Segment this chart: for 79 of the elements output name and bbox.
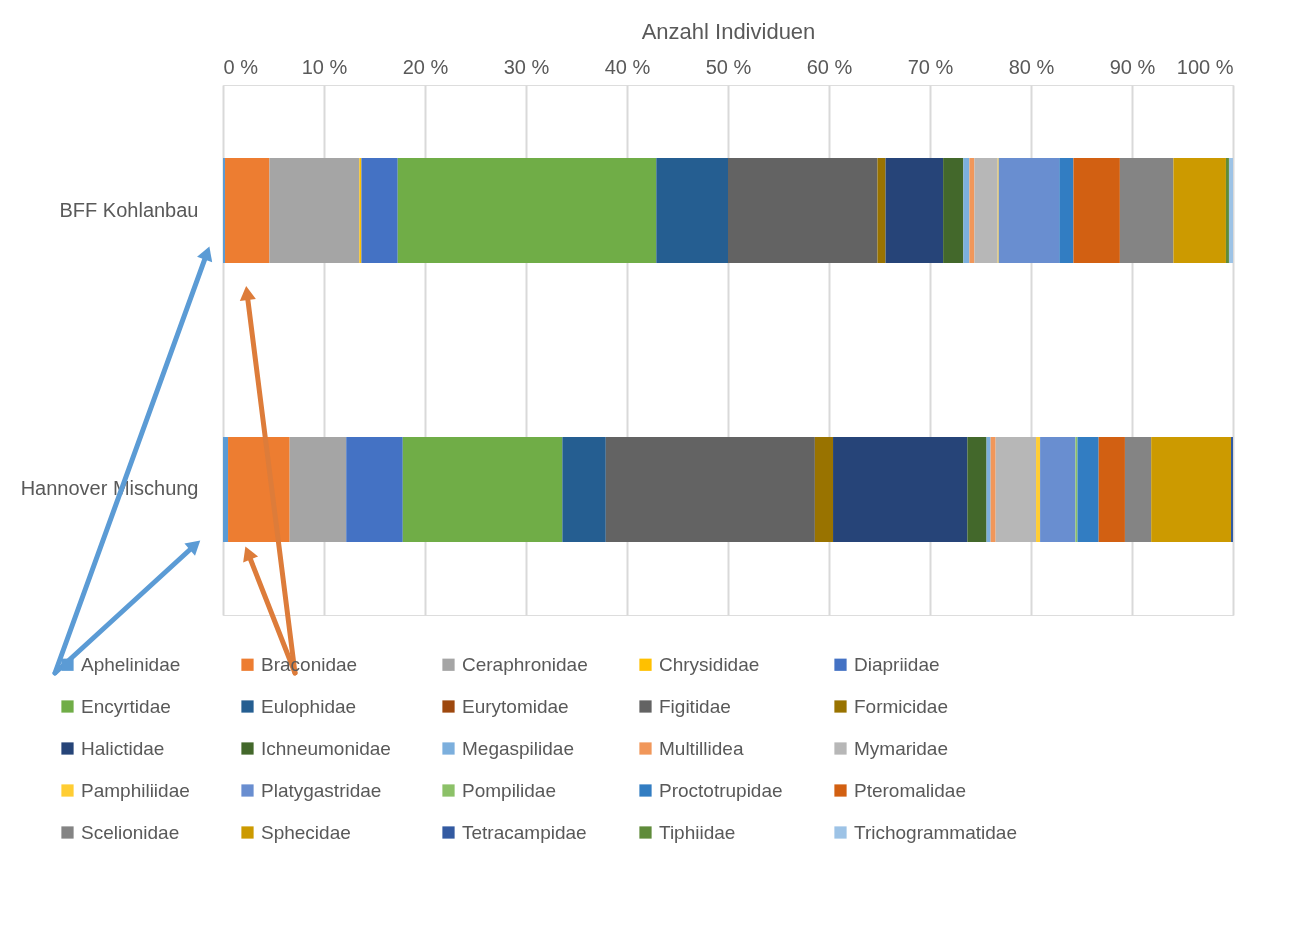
legend-label: Trichogrammatidae [854,821,1017,843]
bar [814,436,834,542]
bar [562,436,606,542]
bar [1119,158,1174,264]
bar [1059,158,1074,264]
bar [995,436,1037,542]
legend-label: Multillidea [659,737,744,759]
x-tick-label: 50 % [705,55,752,78]
legend-label: Diapriidae [854,653,940,675]
bar [969,158,975,264]
y-tick-label: BFF Kohlanbau [59,198,199,221]
legend-label: Tiphiidae [659,821,736,843]
x-tick-label: 40 % [604,55,651,78]
legend-label: Tetracampidae [462,821,587,843]
bar [1075,436,1078,542]
bar [1225,158,1229,264]
bar [361,158,398,264]
legend-label: Encyrtidae [81,695,171,717]
bar [289,436,347,542]
bar [228,436,290,542]
bar [605,436,815,542]
legend-label: Pteromalidae [854,779,966,801]
bar [656,158,728,264]
legend-label: Mymaridae [854,737,948,759]
legend-label: Ceraphronidae [462,653,588,675]
legend-label: Megaspilidae [462,737,574,759]
bar [1077,436,1099,542]
bar [1040,436,1076,542]
legend-label: Formicidae [854,695,948,717]
x-tick-label: 80 % [1008,55,1055,78]
x-tick-label: 70 % [907,55,954,78]
x-tick-label: 60 % [806,55,853,78]
bar [402,436,563,542]
legend-label: Figitidae [659,695,731,717]
bar [1230,436,1233,542]
bar [728,158,878,264]
legend-label: Pamphiliidae [81,779,190,801]
bar [986,436,991,542]
legend-label: Eurytomidae [462,695,569,717]
bar [397,158,657,264]
bar [225,158,270,264]
bar [833,436,968,542]
legend-label: Proctotrupidae [659,779,783,801]
legend-label: Pompilidae [462,779,556,801]
bar [990,436,996,542]
bar [1073,158,1120,264]
x-tick-label: 30 % [503,55,550,78]
bar [1098,436,1125,542]
bar [943,158,964,264]
legend-label: Eulophidae [261,695,357,717]
bar [974,158,998,264]
bar [877,158,886,264]
bar [1036,436,1041,542]
bar [1151,436,1231,542]
legend-label: Platygastridae [261,779,382,801]
legend-label: Ichneumonidae [261,737,391,759]
x-tick-label: 100 % [1176,55,1234,78]
bar [998,158,1060,264]
bar [346,436,403,542]
x-tick-label: 20 % [402,55,449,78]
legend-label: Aphelinidae [81,653,181,675]
bar [269,158,360,264]
legend-label: Scelionidae [81,821,180,843]
x-tick-label: 0 % [223,55,259,78]
x-axis-title: Anzahl Individuen [641,18,816,44]
bar [359,158,362,264]
bar [1173,158,1226,264]
x-tick-label: 90 % [1109,55,1156,78]
bar [1228,158,1233,264]
x-tick-label: 10 % [301,55,348,78]
legend-label: Halictidae [81,737,165,759]
bar [223,436,229,542]
bar [967,436,987,542]
bar [963,158,970,264]
legend-label: Chrysididae [659,653,760,675]
legend-label: Sphecidae [261,821,351,843]
bar [885,158,944,264]
bar [223,158,226,264]
bar [1124,436,1152,542]
